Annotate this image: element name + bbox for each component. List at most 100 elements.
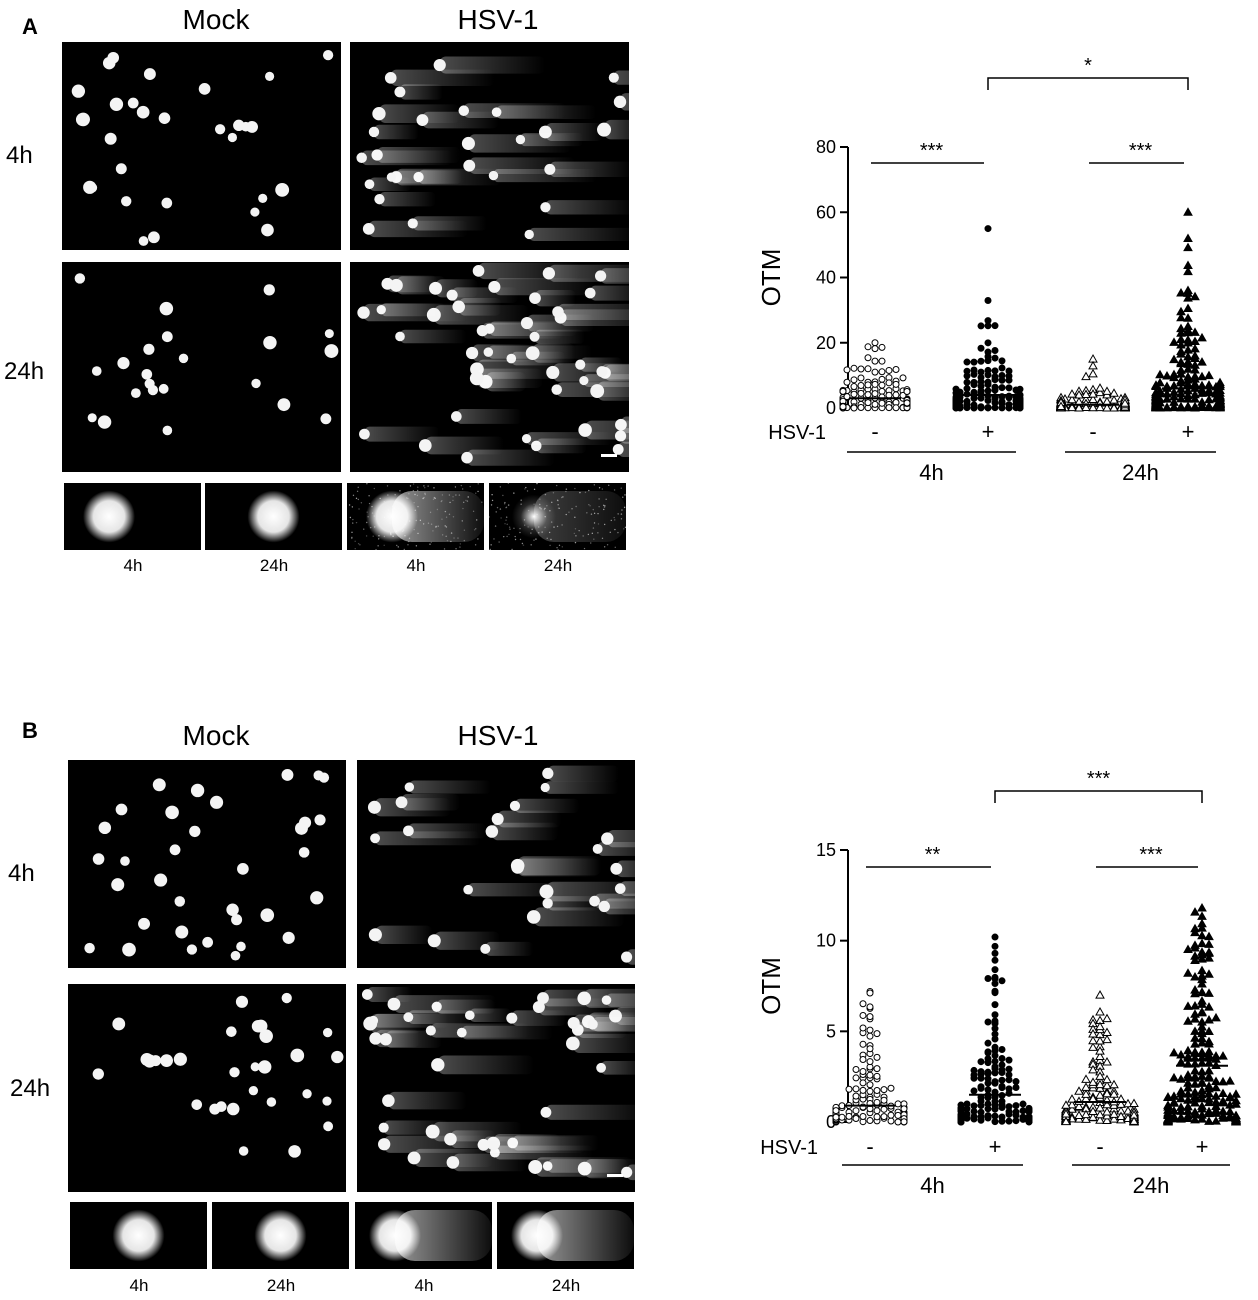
data-point xyxy=(984,1070,992,1078)
nucleus xyxy=(458,105,470,116)
data-point xyxy=(832,1113,840,1121)
comet-tail xyxy=(363,303,468,322)
micrograph-a-hsv-24h xyxy=(350,262,629,472)
nucleus xyxy=(154,873,168,887)
nucleus xyxy=(159,301,174,316)
data-point xyxy=(1197,965,1207,975)
data-point xyxy=(1190,1107,1200,1116)
data-point xyxy=(1197,402,1207,412)
data-point xyxy=(859,1056,867,1064)
data-point xyxy=(839,387,847,395)
data-point xyxy=(871,345,879,353)
data-point xyxy=(1088,394,1098,403)
data-point xyxy=(984,317,992,325)
significance-label: ** xyxy=(925,844,941,866)
nucleus xyxy=(395,796,408,809)
nucleus xyxy=(322,50,334,61)
series-24h-mock xyxy=(1056,354,1130,412)
data-point xyxy=(1109,1109,1119,1118)
data-point xyxy=(998,1097,1006,1105)
comet-tail xyxy=(361,150,453,166)
nucleus xyxy=(250,1062,260,1072)
nucleus xyxy=(515,134,526,145)
treatment-label: HSV-1 xyxy=(760,1137,818,1159)
y-tick-label: 80 xyxy=(816,137,836,157)
data-point xyxy=(1197,938,1207,948)
nucleus xyxy=(528,1160,543,1174)
data-point xyxy=(1056,401,1066,410)
nucleus xyxy=(575,359,586,370)
data-point xyxy=(1183,1101,1193,1111)
nucleus xyxy=(374,194,385,205)
data-point xyxy=(857,389,865,397)
data-point xyxy=(1163,1116,1173,1126)
nucleus xyxy=(544,163,556,175)
comet-tail xyxy=(526,432,613,446)
nucleus xyxy=(594,270,607,282)
data-point xyxy=(1169,1072,1179,1082)
data-point xyxy=(1095,383,1105,392)
data-point xyxy=(873,1030,881,1038)
data-point xyxy=(880,1113,888,1121)
nucleus xyxy=(480,943,491,954)
data-point xyxy=(1176,1074,1186,1083)
nucleus xyxy=(98,821,112,835)
data-point xyxy=(963,404,971,412)
data-point xyxy=(1190,291,1200,301)
data-point xyxy=(1176,1102,1186,1111)
panel-letter-b: B xyxy=(22,718,38,743)
nucleus xyxy=(150,1055,162,1067)
comet-tail xyxy=(520,133,584,147)
data-point xyxy=(1129,1098,1139,1108)
data-point xyxy=(1204,1108,1214,1118)
data-point xyxy=(1005,1065,1013,1073)
comet-tail xyxy=(478,262,580,280)
data-point xyxy=(880,1086,888,1094)
significance-bracket: *** xyxy=(994,768,1203,803)
data-point xyxy=(1095,1071,1105,1080)
data-point xyxy=(859,1068,867,1076)
nucleus xyxy=(368,126,380,138)
y-tick-label: 40 xyxy=(816,268,836,288)
data-point xyxy=(1016,385,1024,393)
data-point xyxy=(1005,1085,1013,1093)
data-point xyxy=(838,1113,846,1121)
data-point xyxy=(1067,1099,1077,1109)
nucleus xyxy=(364,179,375,190)
data-point xyxy=(998,357,1006,365)
data-point xyxy=(1190,327,1200,336)
data-point xyxy=(1183,394,1193,403)
data-point xyxy=(1183,1095,1193,1104)
data-point xyxy=(873,1098,881,1106)
nucleus xyxy=(258,1060,272,1074)
treatment-mark: - xyxy=(871,419,878,444)
data-point xyxy=(1095,1007,1105,1016)
data-point xyxy=(1088,1042,1098,1051)
nucleus xyxy=(444,1132,457,1146)
data-point xyxy=(970,358,978,366)
data-point xyxy=(1211,1116,1221,1125)
nucleus xyxy=(463,884,473,895)
data-point xyxy=(1197,1006,1207,1016)
comet-tail xyxy=(547,765,619,782)
nucleus xyxy=(165,805,179,820)
nucleus xyxy=(322,1027,333,1038)
nucleus xyxy=(613,95,627,109)
nucleus xyxy=(451,411,462,422)
nucleus xyxy=(104,132,117,145)
data-point xyxy=(1225,1106,1235,1116)
data-point xyxy=(991,966,999,974)
data-point xyxy=(894,1118,902,1126)
data-point xyxy=(991,367,999,375)
data-point xyxy=(984,366,992,374)
data-point xyxy=(866,1058,874,1066)
nucleus xyxy=(173,1052,187,1066)
data-point xyxy=(1162,370,1172,380)
nucleus xyxy=(75,113,89,127)
data-point xyxy=(859,1079,867,1087)
data-point xyxy=(1197,384,1207,394)
nucleus xyxy=(418,439,432,452)
data-point xyxy=(1169,387,1179,396)
data-point xyxy=(1005,1117,1013,1125)
data-point xyxy=(866,1032,874,1040)
